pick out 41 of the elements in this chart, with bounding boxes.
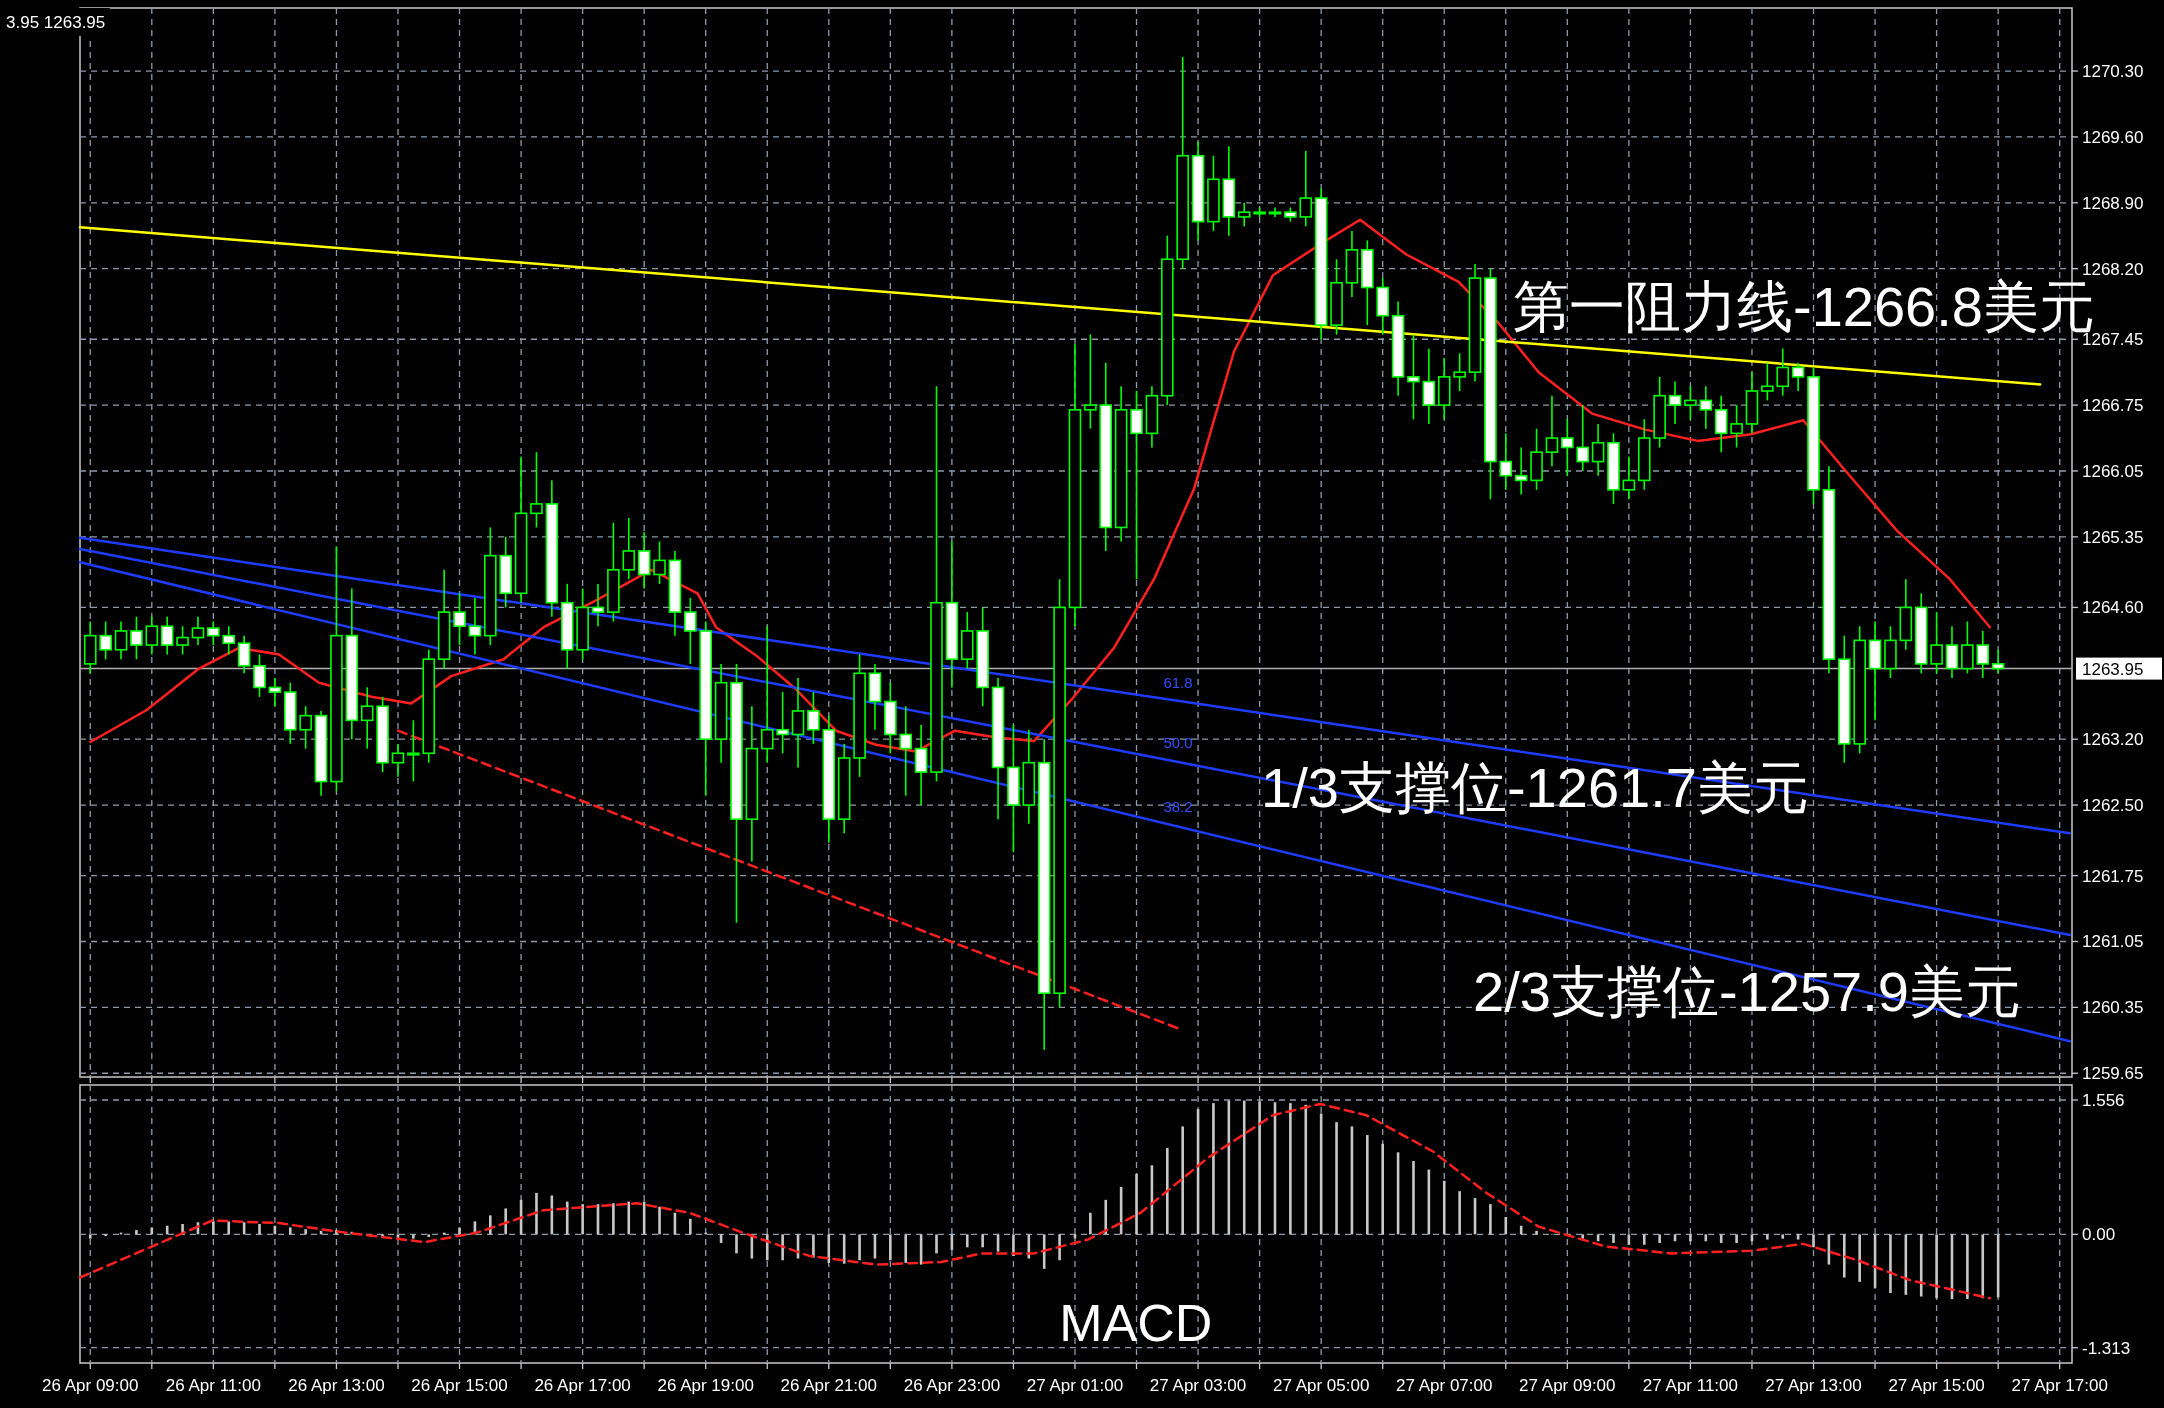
annotation: 61.8 bbox=[1163, 673, 1193, 691]
x-tick-label: 27 Apr 11:00 bbox=[1642, 1376, 1738, 1395]
y-tick-label: 1.556 bbox=[2082, 1091, 2125, 1111]
ref-line-label: 1263.95 bbox=[2082, 659, 2144, 679]
x-tick-label: 26 Apr 11:00 bbox=[165, 1376, 261, 1395]
annotation: 2/3支撑位-1257.9美元 bbox=[1473, 959, 2021, 1023]
x-tick-label: 27 Apr 09:00 bbox=[1519, 1376, 1616, 1395]
annotation: 38.2 bbox=[1163, 797, 1193, 815]
x-tick-label: 26 Apr 13:00 bbox=[288, 1376, 385, 1395]
y-tick-label: 1265.35 bbox=[2082, 527, 2144, 547]
y-tick-label: 0.00 bbox=[2082, 1225, 2116, 1245]
x-tick-label: 26 Apr 15:00 bbox=[411, 1376, 508, 1395]
annotation: MACD bbox=[1059, 1294, 1213, 1352]
y-tick-label: 1263.20 bbox=[2082, 730, 2144, 750]
x-tick-label: 27 Apr 07:00 bbox=[1396, 1376, 1493, 1395]
x-tick-label: 27 Apr 03:00 bbox=[1149, 1376, 1247, 1395]
y-tick-label: 1266.75 bbox=[2082, 396, 2144, 416]
y-tick-label: 1268.20 bbox=[2082, 259, 2144, 279]
y-tick-label: 1268.90 bbox=[2082, 193, 2144, 213]
x-tick-label: 26 Apr 23:00 bbox=[903, 1376, 1001, 1395]
y-tick-label: 1264.60 bbox=[2082, 598, 2144, 618]
y-tick-label: 1259.65 bbox=[2082, 1064, 2144, 1084]
x-tick-label: 27 Apr 01:00 bbox=[1026, 1376, 1124, 1395]
x-tick-label: 27 Apr 13:00 bbox=[1765, 1376, 1862, 1395]
x-tick-label: 26 Apr 17:00 bbox=[534, 1376, 631, 1395]
y-tick-label: 1261.75 bbox=[2082, 866, 2144, 886]
x-tick-label: 27 Apr 05:00 bbox=[1272, 1376, 1370, 1395]
x-tick-label: 27 Apr 15:00 bbox=[1888, 1376, 1985, 1395]
y-tick-label: 1270.30 bbox=[2082, 62, 2144, 82]
y-tick-label: 1266.05 bbox=[2082, 461, 2144, 481]
x-tick-label: 26 Apr 19:00 bbox=[657, 1376, 754, 1395]
y-tick-label: 1262.50 bbox=[2082, 796, 2144, 816]
y-tick-label: 1269.60 bbox=[2082, 127, 2144, 147]
annotation: 50.0 bbox=[1163, 733, 1193, 751]
x-tick-label: 26 Apr 09:00 bbox=[42, 1376, 139, 1395]
x-tick-label: 27 Apr 17:00 bbox=[2011, 1376, 2108, 1395]
y-tick-label: 1261.05 bbox=[2082, 932, 2144, 952]
annotation: 3.95 1263.95 bbox=[6, 13, 106, 32]
y-tick-label: 1260.35 bbox=[2082, 998, 2144, 1018]
y-tick-label: -1.313 bbox=[2082, 1338, 2131, 1358]
x-tick-label: 26 Apr 21:00 bbox=[780, 1376, 878, 1395]
